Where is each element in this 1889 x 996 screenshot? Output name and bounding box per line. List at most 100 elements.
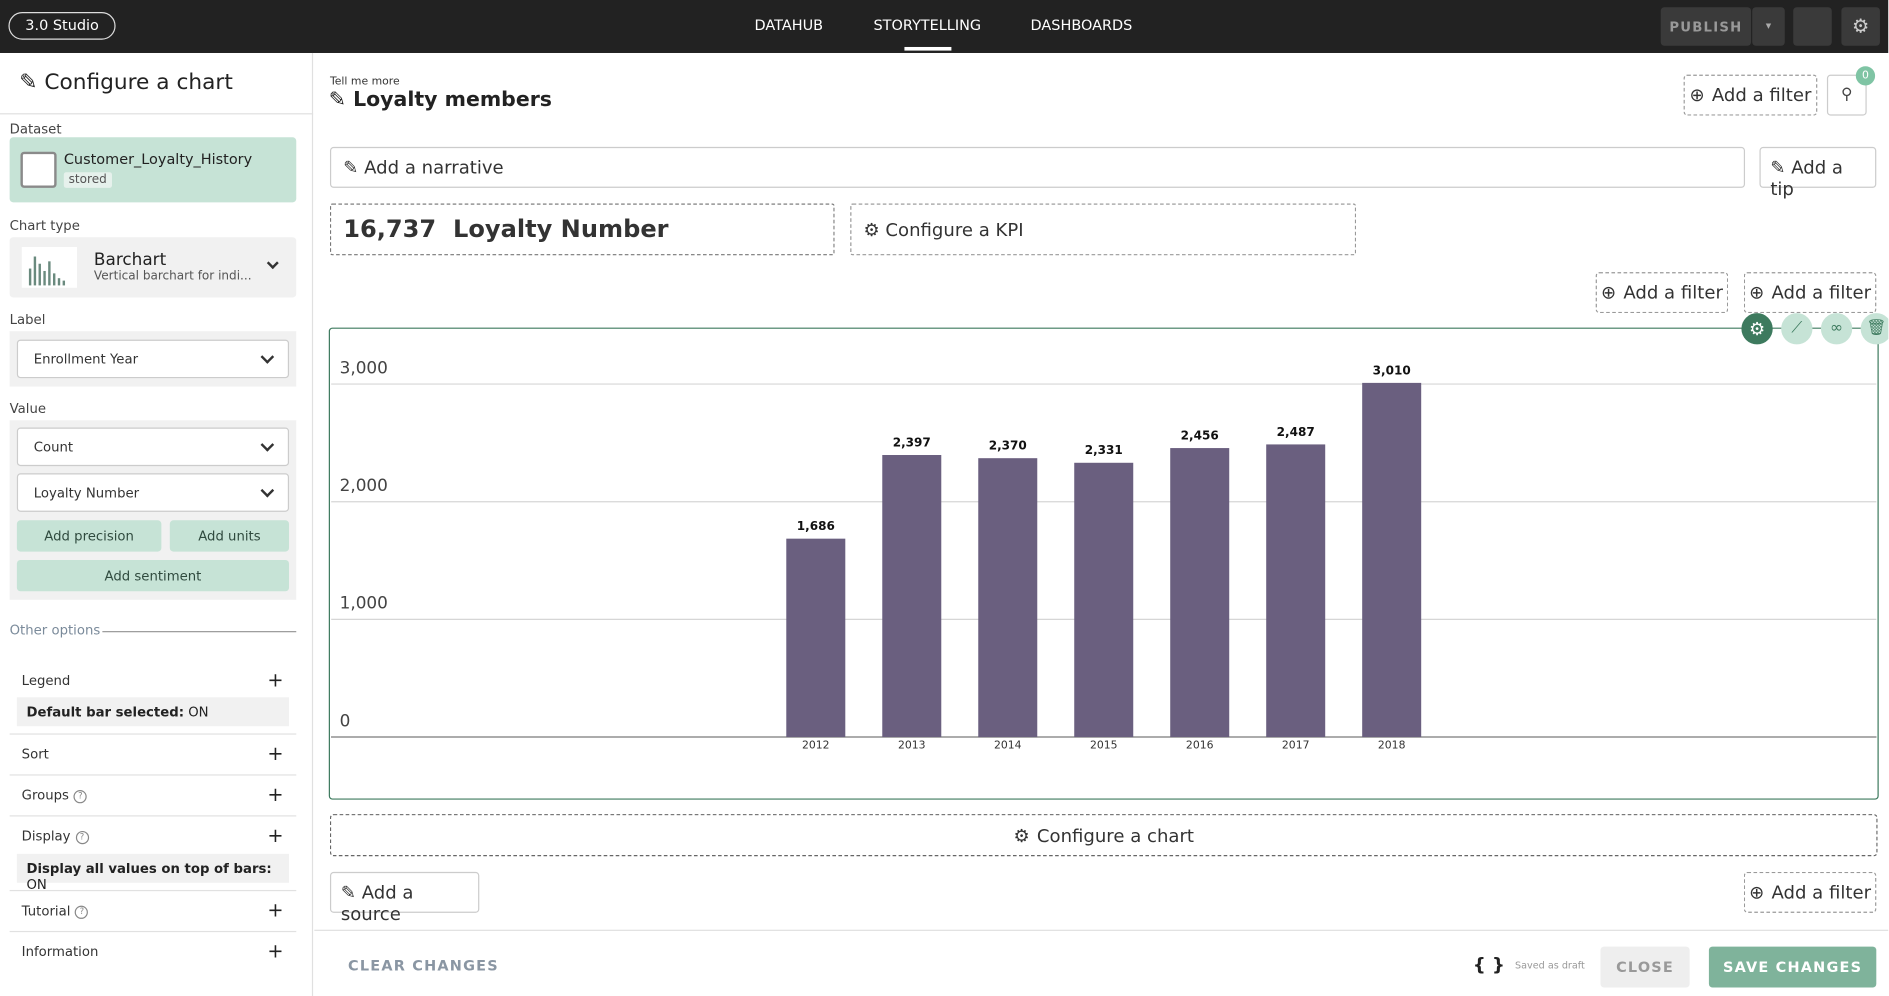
eyebrow: Tell me more (330, 76, 400, 88)
option-name[interactable]: Tutorial (22, 903, 71, 919)
divider (10, 890, 297, 891)
configure-chart-button[interactable]: ⚙ Configure a chart (330, 814, 1878, 856)
add-units-button[interactable]: Add units (170, 520, 289, 551)
chevron (267, 257, 279, 269)
option[interactable]: Groups? (22, 788, 87, 804)
option[interactable]: Tutorial? (22, 903, 89, 919)
x-tick-label: 2014 (994, 738, 1022, 751)
help-icon[interactable]: ? (75, 905, 88, 918)
divider (102, 631, 296, 632)
expand-button[interactable]: + (267, 824, 283, 847)
option-detail: Display all values on top of bars: ON (17, 854, 289, 883)
add-filter-button[interactable]: ⊕ Add a filter (1684, 75, 1818, 116)
configure-kpi-button[interactable]: ⚙ Configure a KPI (850, 204, 1356, 256)
value-label: 2,370 (989, 439, 1027, 453)
detail-key: Display all values on top of bars: (26, 861, 271, 877)
other-options-label: Other options (10, 623, 101, 639)
option-name[interactable]: Sort (22, 747, 49, 763)
x-tick-label: 2015 (1090, 738, 1118, 751)
json-button[interactable]: { } (1473, 954, 1505, 976)
expand-button[interactable]: + (267, 783, 283, 806)
bar (786, 539, 845, 737)
chart-type-card[interactable]: Barchart Vertical barchart for indi... (10, 237, 297, 297)
divider (10, 733, 297, 734)
narrative-input[interactable]: ✎ Add a narrative (330, 147, 1745, 188)
value-select[interactable]: Loyalty Number (17, 473, 289, 512)
expand-button[interactable]: + (267, 742, 283, 765)
close-button[interactable]: CLOSE (1601, 947, 1690, 988)
expand-button[interactable]: + (267, 898, 283, 921)
bar (1170, 448, 1229, 737)
expand-button[interactable]: + (267, 668, 283, 691)
dataset-card[interactable]: Customer_Loyalty_History stored (10, 137, 297, 202)
option-name[interactable]: Groups (22, 788, 69, 804)
add-filter-button[interactable]: ⊕ Add a filter (1744, 872, 1876, 913)
theme-button[interactable] (1793, 7, 1832, 46)
filter-count: 0 (1856, 66, 1875, 85)
x-tick-label: 2012 (802, 738, 830, 751)
button-text[interactable]: Configure a KPI (885, 219, 1023, 241)
add-tip-button[interactable]: ✎ Add a tip (1759, 147, 1876, 188)
link-button[interactable]: ∞ (1821, 313, 1852, 344)
settings-button[interactable]: ⚙ (1741, 313, 1772, 344)
option-name[interactable]: Display (22, 829, 71, 845)
nav-item[interactable]: STORYTELLING (861, 17, 993, 34)
value-label: 2,456 (1181, 429, 1219, 443)
clear-changes-button[interactable]: CLEAR CHANGES (348, 957, 499, 974)
y-tick-label: 0 (340, 710, 351, 730)
save-changes-button[interactable]: SAVE CHANGES (1709, 947, 1876, 988)
chart-type-desc: Vertical barchart for indi... (94, 270, 252, 283)
chart-type-label: Chart type (10, 218, 80, 234)
publish-dropdown[interactable]: ▾ (1752, 7, 1785, 46)
option[interactable]: Display? (22, 829, 89, 845)
narrative-text[interactable]: Add a narrative (364, 157, 504, 179)
chart-type-icon (22, 247, 77, 288)
bar (1362, 383, 1421, 737)
option-name[interactable]: Legend (22, 673, 71, 689)
button-text[interactable]: Add a filter (1623, 282, 1723, 304)
chart-type-button[interactable]: ⟋ (1781, 313, 1812, 344)
chart-toolbar: ⚙ ⟋ ∞ 🗑 (1741, 313, 1888, 344)
divider (10, 815, 297, 816)
help-icon[interactable]: ? (74, 789, 87, 802)
delete-button[interactable]: 🗑 (1861, 313, 1889, 344)
nav-underline (904, 47, 951, 51)
add-filter-button[interactable]: ⊕ Add a filter (1744, 272, 1876, 313)
add-sentiment-button[interactable]: Add sentiment (17, 560, 289, 591)
detail-value: ON (188, 705, 208, 721)
story-title[interactable]: ✎ Loyalty members (329, 88, 552, 112)
save-status: Saved as draft (1515, 960, 1585, 971)
label-select[interactable]: Enrollment Year (17, 340, 289, 379)
settings-button[interactable]: ⚙ (1841, 7, 1880, 46)
add-source-button[interactable]: ✎ Add a source (330, 872, 479, 913)
sidebar-title: ✎ Configure a chart (19, 70, 233, 95)
bar (978, 458, 1037, 737)
nav-item[interactable]: DATAHUB (723, 17, 855, 34)
publish-button[interactable]: PUBLISH (1661, 7, 1751, 46)
chart-type-name: Barchart (94, 250, 166, 269)
chart: 01,0002,0003,00020121,68620132,39720142,… (329, 328, 1879, 800)
help-icon[interactable]: ? (75, 830, 88, 843)
button-text[interactable]: Add a filter (1771, 282, 1871, 304)
button-text[interactable]: Add a filter (1771, 882, 1871, 904)
value-select[interactable]: Count (17, 428, 289, 467)
brand[interactable]: 3.0 Studio (8, 12, 115, 40)
add-filter-button[interactable]: ⊕ Add a filter (1596, 272, 1728, 313)
button-text[interactable]: Configure a chart (1037, 824, 1194, 846)
nav-item[interactable]: DASHBOARDS (1015, 17, 1147, 34)
expand-button[interactable]: + (267, 939, 283, 962)
x-tick-label: 2017 (1282, 738, 1310, 751)
kpi-card[interactable]: 16,737 Loyalty Number (330, 204, 835, 256)
add-precision-button[interactable]: Add precision (17, 520, 162, 551)
dataset-label: Dataset (10, 122, 62, 138)
button-text[interactable]: Add a source (341, 882, 414, 925)
option-name[interactable]: Information (22, 944, 99, 960)
footer: CLEAR CHANGES { } Saved as draft CLOSE S… (314, 930, 1888, 996)
story-title-text[interactable]: Loyalty members (353, 88, 552, 112)
divider (10, 931, 297, 932)
button-text[interactable]: Add a filter (1712, 84, 1812, 106)
x-tick-label: 2013 (898, 738, 926, 751)
tip-text[interactable]: Add a tip (1770, 157, 1843, 200)
value-label: 2,397 (893, 435, 931, 449)
